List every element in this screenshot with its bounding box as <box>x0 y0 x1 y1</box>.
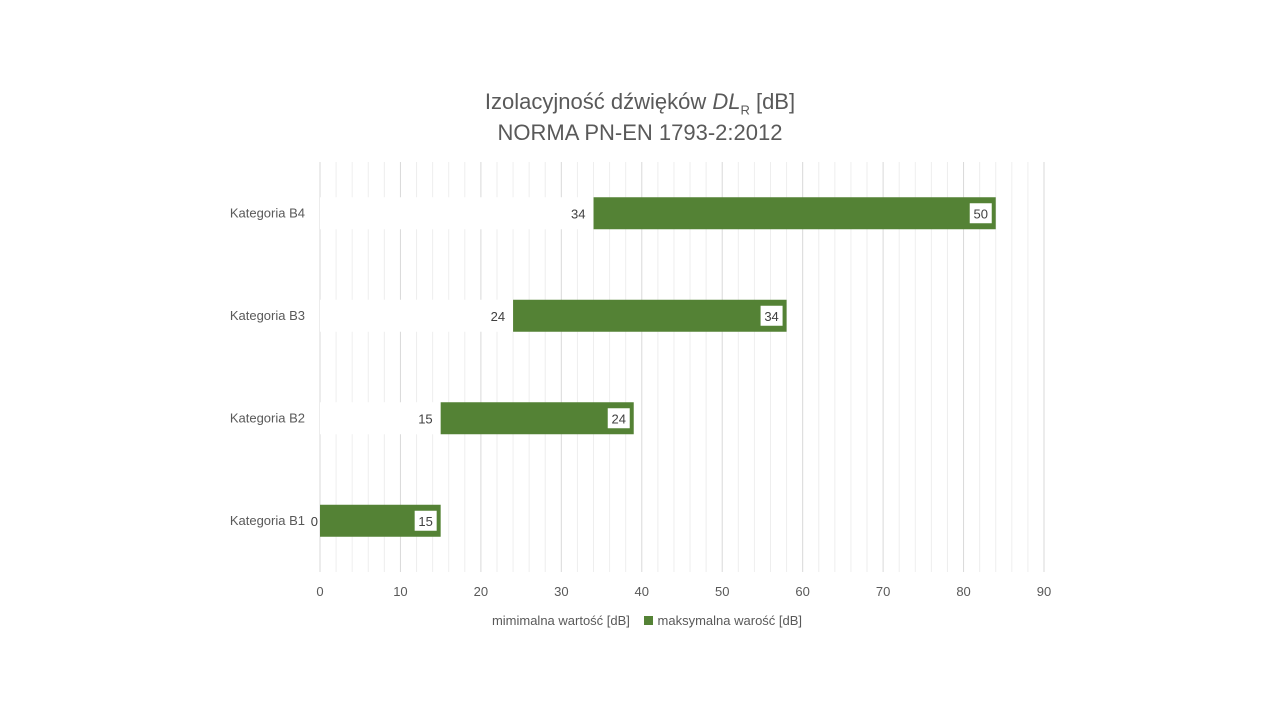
legend-item-max: maksymalna warość [dB] <box>643 613 803 628</box>
data-label-min: 15 <box>418 411 432 426</box>
x-tick-label: 40 <box>635 584 649 599</box>
legend-label-max: maksymalna warość [dB] <box>657 613 803 628</box>
category-label: Kategoria B2 <box>230 410 305 425</box>
chart-title-symbol: DL <box>712 89 741 114</box>
category-label: Kategoria B3 <box>230 308 305 323</box>
x-tick-label: 60 <box>795 584 809 599</box>
x-tick-label: 20 <box>474 584 488 599</box>
data-label-max: 34 <box>764 309 778 324</box>
data-label-max: 50 <box>973 206 987 221</box>
legend-item-min: mimimalna wartość [dB] <box>477 613 630 628</box>
bar-max <box>513 299 787 332</box>
legend-swatch-min <box>477 616 487 625</box>
category-label: Kategoria B4 <box>230 205 305 220</box>
data-label-max: 24 <box>611 411 625 426</box>
x-tick-label: 0 <box>316 584 323 599</box>
bar-min <box>320 402 441 435</box>
chart-title-subscript: R <box>740 102 750 118</box>
legend-swatch-max <box>643 616 653 625</box>
category-label: Kategoria B1 <box>230 513 305 528</box>
chart-title-unit: [dB] <box>749 89 796 114</box>
chart-subtitle: NORMA PN-EN 1793-2:2012 <box>497 120 783 145</box>
x-tick-label: 30 <box>554 584 568 599</box>
chart-legend: mimimalna wartość [dB] maksymalna warość… <box>0 613 1280 628</box>
x-tick-label: 10 <box>393 584 407 599</box>
data-label-box <box>969 203 992 224</box>
x-tick-label: 50 <box>715 584 729 599</box>
chart-title: Izolacyjność dźwięków DLR [dB] <box>0 89 1280 117</box>
data-label-max: 15 <box>418 514 432 529</box>
data-label-box <box>607 408 630 429</box>
data-label-min: 24 <box>491 309 505 324</box>
data-label-min: 0 <box>311 514 318 529</box>
x-tick-label: 80 <box>956 584 970 599</box>
bar-min <box>320 299 514 332</box>
x-tick-label: 70 <box>876 584 890 599</box>
data-label-box <box>414 510 437 531</box>
bar-max <box>440 402 634 435</box>
bar-max <box>593 197 996 230</box>
data-label-box <box>760 305 783 326</box>
chart-title-main: Izolacyjność dźwięków <box>484 89 713 114</box>
legend-label-min: mimimalna wartość [dB] <box>491 613 630 628</box>
bar-min <box>320 197 594 230</box>
data-label-min: 34 <box>571 206 585 221</box>
x-tick-label: 90 <box>1037 584 1051 599</box>
